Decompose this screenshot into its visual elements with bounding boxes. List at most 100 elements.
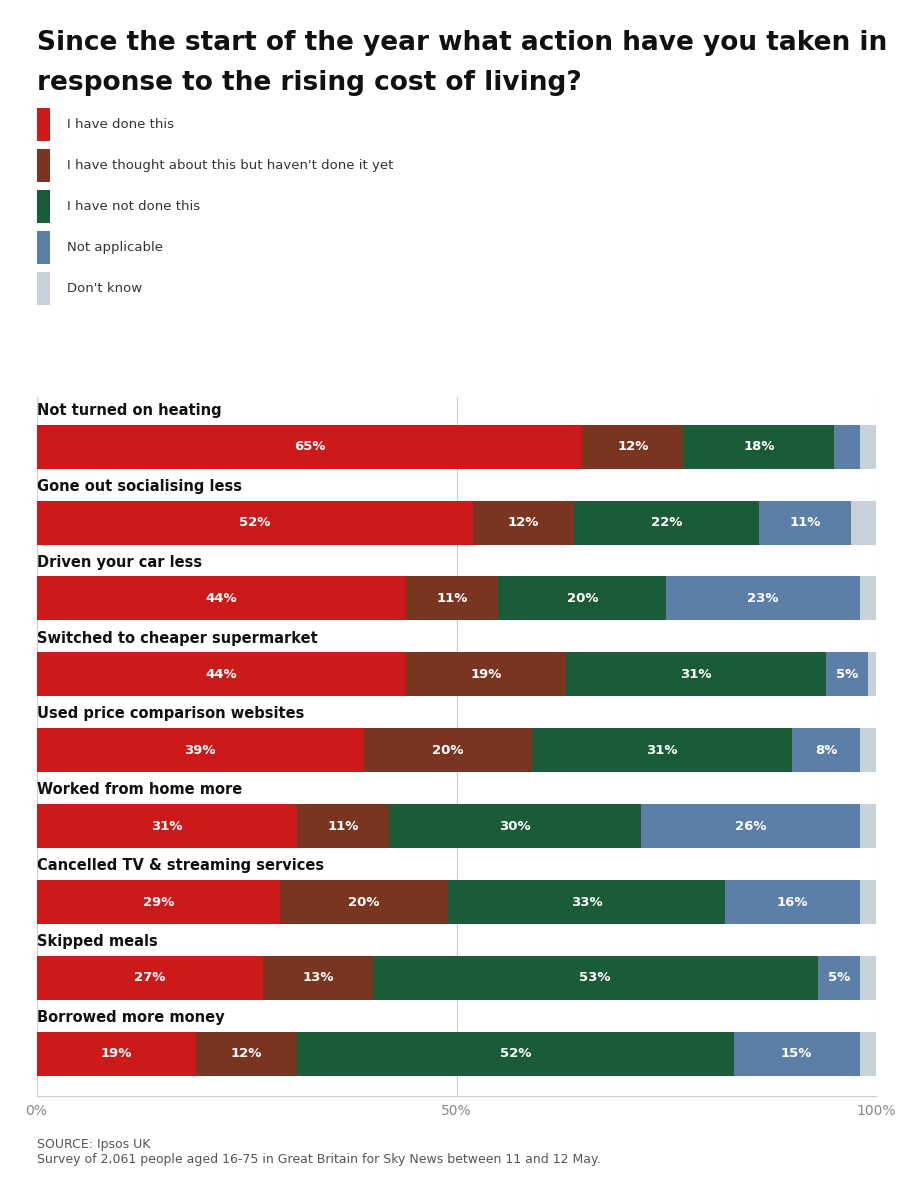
Bar — [826, 653, 868, 696]
Bar — [37, 1032, 196, 1076]
Text: Don't know: Don't know — [67, 282, 142, 295]
Bar — [868, 653, 876, 696]
Bar — [37, 956, 263, 1001]
Text: Borrowed more money: Borrowed more money — [37, 1010, 225, 1025]
Text: 31%: 31% — [680, 668, 711, 681]
Bar — [37, 653, 406, 696]
Text: I have done this: I have done this — [67, 118, 173, 131]
Text: 12%: 12% — [508, 517, 540, 529]
FancyBboxPatch shape — [37, 149, 50, 182]
Bar — [566, 653, 826, 696]
Bar — [263, 956, 373, 1001]
Bar — [37, 425, 582, 468]
Bar — [473, 501, 574, 544]
Text: 5%: 5% — [827, 972, 850, 985]
Bar — [860, 577, 876, 620]
Text: 65%: 65% — [294, 441, 325, 453]
Text: 29%: 29% — [142, 896, 174, 909]
Text: 27%: 27% — [134, 972, 165, 985]
Bar — [574, 501, 759, 544]
Bar — [641, 804, 860, 848]
Bar — [37, 728, 364, 772]
Bar — [389, 804, 641, 848]
Text: Driven your car less: Driven your car less — [37, 555, 202, 569]
Bar — [860, 880, 876, 925]
Text: 30%: 30% — [499, 820, 531, 833]
Text: 52%: 52% — [239, 517, 270, 529]
Bar — [37, 880, 280, 925]
Text: Not applicable: Not applicable — [67, 241, 163, 254]
Text: 15%: 15% — [781, 1047, 813, 1061]
Bar — [683, 425, 834, 468]
Bar — [725, 880, 860, 925]
Text: 53%: 53% — [580, 972, 611, 985]
Text: 11%: 11% — [790, 517, 821, 529]
Text: 20%: 20% — [567, 592, 598, 604]
Text: 18%: 18% — [743, 441, 774, 453]
Text: 19%: 19% — [470, 668, 501, 681]
FancyBboxPatch shape — [37, 190, 50, 223]
Bar — [860, 956, 876, 1001]
Bar — [860, 425, 876, 468]
Bar — [759, 501, 851, 544]
Text: 31%: 31% — [646, 744, 678, 757]
Bar — [666, 577, 860, 620]
Bar — [280, 880, 448, 925]
Text: Since the start of the year what action have you taken in: Since the start of the year what action … — [37, 30, 887, 57]
Bar — [498, 577, 666, 620]
Text: 5%: 5% — [836, 668, 858, 681]
Bar — [734, 1032, 860, 1076]
Bar — [860, 804, 876, 848]
Text: 12%: 12% — [231, 1047, 262, 1061]
Bar — [37, 501, 473, 544]
FancyBboxPatch shape — [37, 108, 50, 141]
Text: 39%: 39% — [184, 744, 216, 757]
Bar — [196, 1032, 297, 1076]
Text: 8%: 8% — [815, 744, 837, 757]
Text: 26%: 26% — [735, 820, 766, 833]
Bar — [406, 653, 566, 696]
Text: response to the rising cost of living?: response to the rising cost of living? — [37, 70, 582, 96]
Text: Not turned on heating: Not turned on heating — [37, 403, 221, 418]
Text: 16%: 16% — [777, 896, 808, 909]
Bar — [37, 577, 406, 620]
Text: Worked from home more: Worked from home more — [37, 783, 242, 797]
Text: 31%: 31% — [151, 820, 183, 833]
Text: I have not done this: I have not done this — [67, 200, 200, 213]
Text: 20%: 20% — [433, 744, 464, 757]
Text: 13%: 13% — [302, 972, 333, 985]
Bar — [582, 425, 683, 468]
Bar — [297, 804, 389, 848]
Bar — [406, 577, 498, 620]
Text: 52%: 52% — [499, 1047, 531, 1061]
Text: I have thought about this but haven't done it yet: I have thought about this but haven't do… — [67, 159, 393, 172]
Text: 23%: 23% — [748, 592, 779, 604]
Text: SOURCE: Ipsos UK
Survey of 2,061 people aged 16-75 in Great Britain for Sky News: SOURCE: Ipsos UK Survey of 2,061 people … — [37, 1138, 600, 1165]
Bar — [860, 1032, 876, 1076]
Text: 20%: 20% — [349, 896, 380, 909]
Text: 19%: 19% — [100, 1047, 132, 1061]
Bar — [818, 956, 860, 1001]
Bar — [834, 425, 860, 468]
Text: 22%: 22% — [651, 517, 682, 529]
Bar — [448, 880, 725, 925]
Bar — [373, 956, 818, 1001]
Text: 11%: 11% — [328, 820, 359, 833]
Bar — [297, 1032, 734, 1076]
Bar — [37, 804, 297, 848]
Text: Switched to cheaper supermarket: Switched to cheaper supermarket — [37, 631, 318, 645]
Text: 11%: 11% — [436, 592, 468, 604]
Bar — [532, 728, 792, 772]
Text: 44%: 44% — [205, 668, 237, 681]
Text: 44%: 44% — [205, 592, 237, 604]
FancyBboxPatch shape — [37, 231, 50, 264]
Text: 12%: 12% — [617, 441, 648, 453]
Bar — [792, 728, 860, 772]
Text: 33%: 33% — [571, 896, 603, 909]
Text: Cancelled TV & streaming services: Cancelled TV & streaming services — [37, 858, 323, 873]
Text: Gone out socialising less: Gone out socialising less — [37, 479, 242, 494]
Bar — [860, 728, 876, 772]
Bar — [364, 728, 532, 772]
Bar — [851, 501, 876, 544]
Text: Used price comparison websites: Used price comparison websites — [37, 707, 304, 721]
